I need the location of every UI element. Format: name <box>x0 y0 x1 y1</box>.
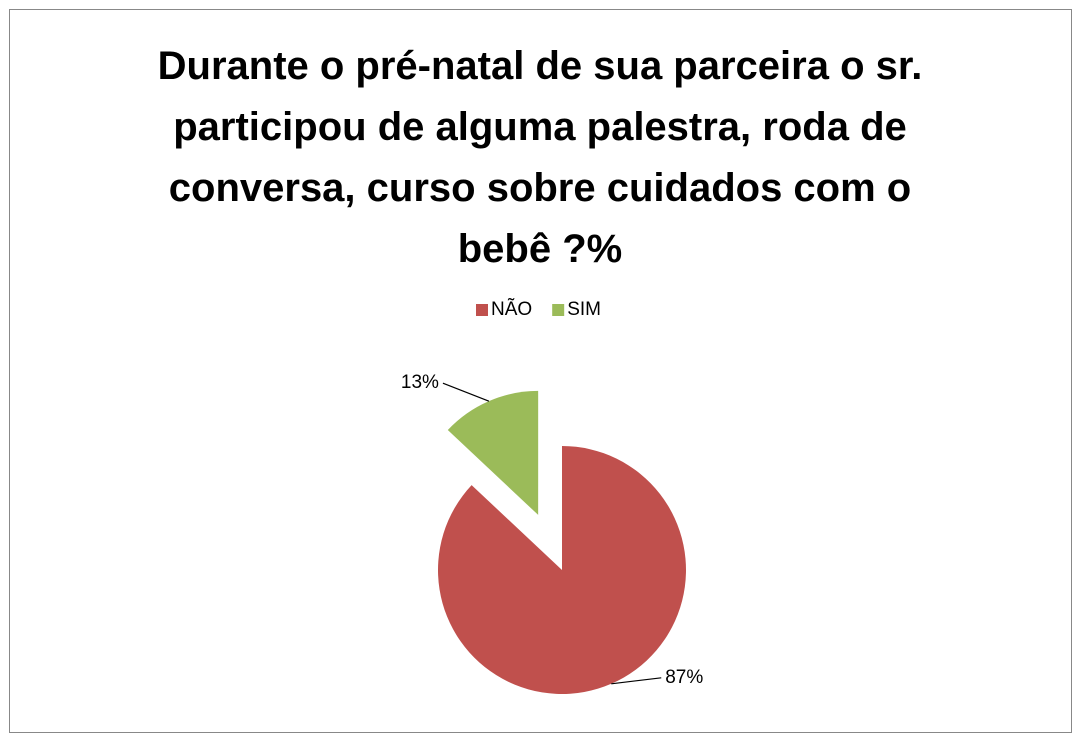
legend-swatch <box>552 304 565 316</box>
data-label: 87% <box>665 667 703 688</box>
pie-slice <box>447 390 539 515</box>
legend-label: NÃO <box>491 298 532 320</box>
leader-line <box>611 677 662 685</box>
data-label: 13% <box>401 372 439 393</box>
leader-line <box>442 382 490 402</box>
legend-label: SIM <box>567 299 601 320</box>
chart-frame <box>9 9 1072 733</box>
pie-slice <box>437 446 686 694</box>
chart-title: Durante o pré-natal de sua parceira o sr… <box>157 44 923 271</box>
legend-swatch <box>476 304 488 316</box>
